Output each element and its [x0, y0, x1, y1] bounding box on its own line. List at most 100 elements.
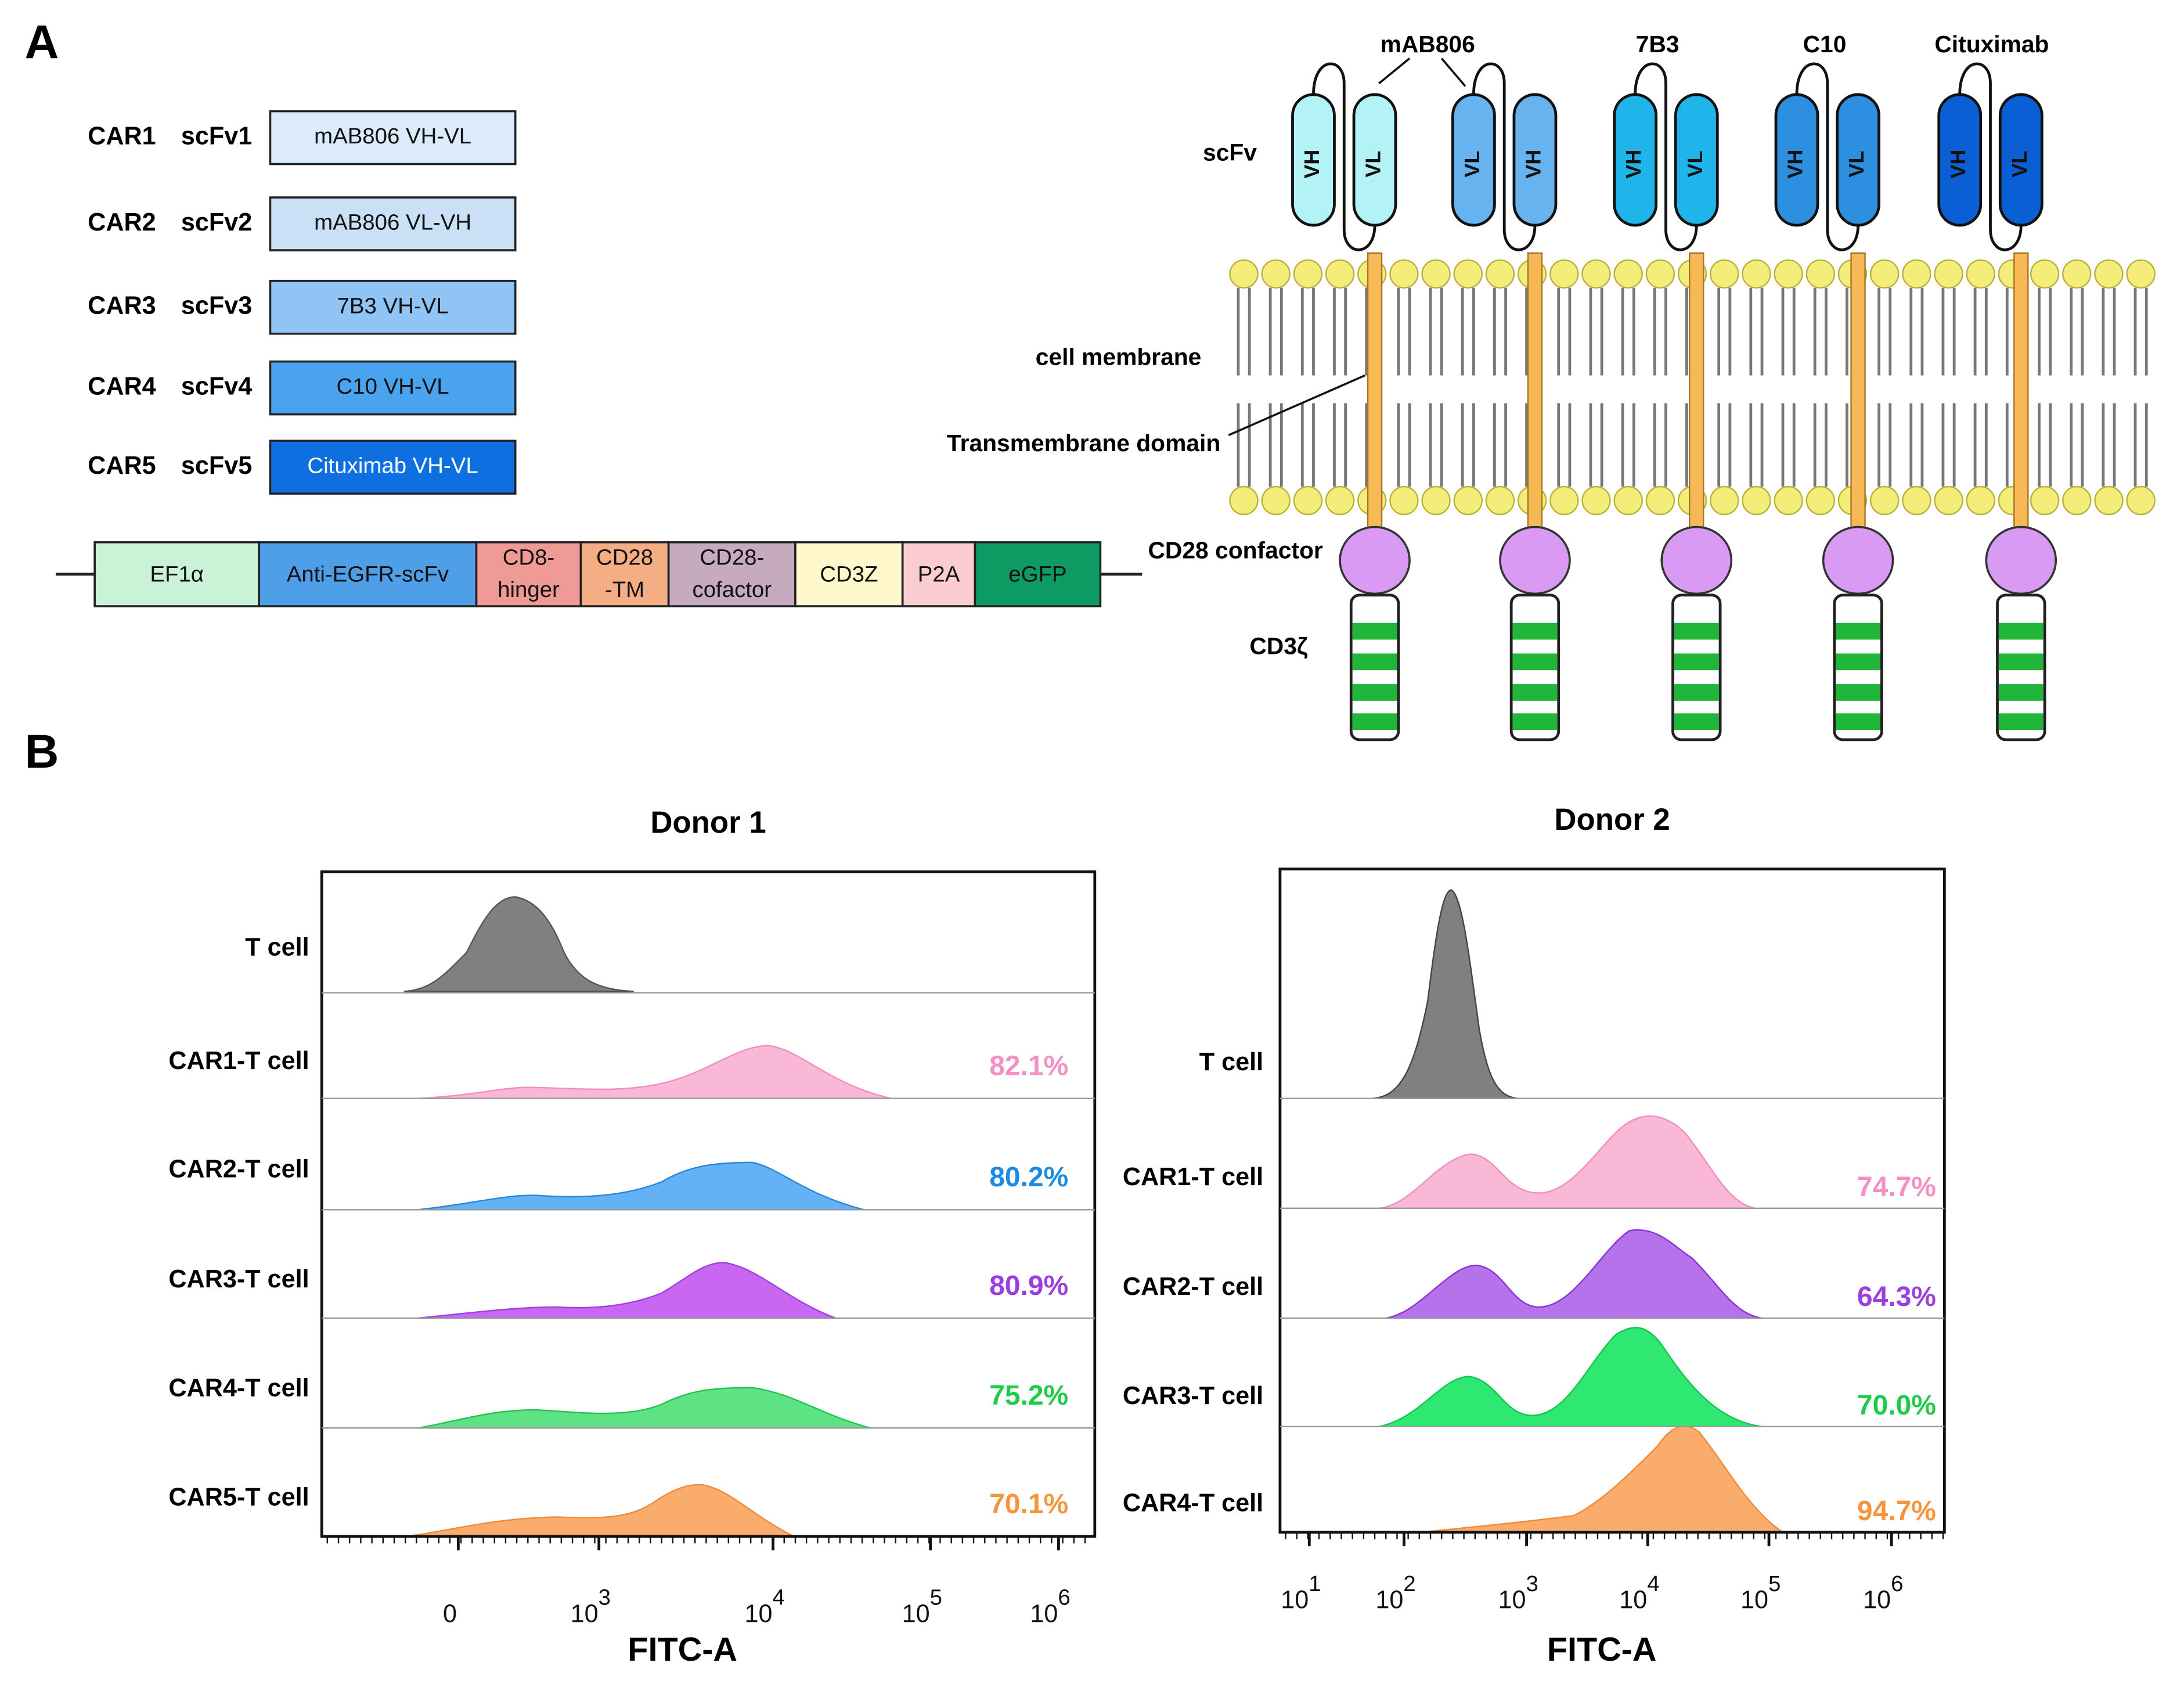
- itam-stripe: [1352, 713, 1397, 730]
- vector-segment: [258, 541, 478, 607]
- donor-title: Donor 1: [650, 805, 766, 840]
- domain-label: VL: [1683, 151, 1707, 178]
- lipid-head: [1549, 485, 1579, 516]
- vector-label: CD8-: [503, 545, 555, 570]
- lipid-head: [1325, 485, 1355, 516]
- lipid-head: [1869, 485, 1900, 516]
- cd28-label: CD28 confactor: [1148, 537, 1322, 563]
- domain-label: VL: [1460, 151, 1484, 178]
- construct-text: mAB806 VH-VL: [314, 124, 471, 149]
- vector-label: P2A: [918, 562, 960, 586]
- lipid-head: [2030, 485, 2060, 516]
- domain-label: VH: [1521, 150, 1545, 179]
- tick-exponent: 4: [773, 1585, 785, 1610]
- row-label: CAR1-T cell: [1123, 1163, 1263, 1191]
- percent-label: 64.3%: [1857, 1282, 1936, 1312]
- scfv-name: scFv2: [181, 208, 252, 236]
- percent-label: 94.7%: [1857, 1496, 1936, 1527]
- construct-box: [269, 440, 517, 495]
- histogram: [403, 1484, 795, 1538]
- transmembrane-domain: [1689, 252, 1704, 532]
- tick-label: 0: [443, 1600, 457, 1628]
- itam-stripe: [1836, 622, 1880, 640]
- itam-stripe: [1836, 653, 1880, 671]
- scfv-domain: [1451, 93, 1496, 227]
- scfv-domain: [1512, 93, 1558, 227]
- tick-exponent: 2: [1403, 1571, 1415, 1596]
- vector-segment: [974, 541, 1102, 607]
- tick-exponent: 5: [930, 1585, 942, 1610]
- tick-exponent: 3: [599, 1585, 611, 1610]
- scfv-domain: [1937, 93, 1983, 227]
- itam-stripe: [1512, 653, 1558, 671]
- tick-label: 103: [1498, 1571, 1538, 1614]
- lipid-head: [1389, 259, 1419, 289]
- lipid-head: [1934, 259, 1963, 289]
- percent-label: 70.1%: [989, 1489, 1068, 1520]
- car-name: CAR3: [88, 292, 156, 320]
- lipid-head: [1902, 485, 1931, 516]
- lipid-head: [1902, 259, 1931, 289]
- scfv-domain: [1352, 93, 1397, 227]
- tick-label: 105: [1740, 1571, 1781, 1614]
- domain-label: VL: [2008, 151, 2031, 178]
- row-label: T cell: [245, 934, 309, 962]
- lipid-head: [1261, 259, 1291, 289]
- lipid-head: [2094, 259, 2124, 289]
- percent-label: 80.2%: [989, 1162, 1068, 1193]
- tick-base: 10: [1863, 1586, 1891, 1614]
- lipid-head: [1421, 485, 1451, 516]
- x-axis-label: FITC-A: [1547, 1631, 1657, 1668]
- vector-label: CD3Z: [820, 562, 878, 586]
- tick-label: 101: [1281, 1571, 1321, 1614]
- row-label: CAR4-T cell: [1123, 1489, 1263, 1517]
- tick-base: 10: [1030, 1600, 1058, 1628]
- lipid-head: [1742, 485, 1771, 516]
- lipid-head: [1581, 259, 1611, 289]
- x-axis-label: FITC-A: [628, 1631, 737, 1668]
- histogram: [1379, 1115, 1756, 1210]
- cd3z-label: CD3ζ: [1249, 633, 1308, 660]
- construct-box: [269, 279, 517, 335]
- percent-label: 74.7%: [1857, 1172, 1936, 1203]
- plot-frame: [1278, 868, 1946, 1534]
- itam-stripe: [1836, 684, 1880, 701]
- histogram: [417, 1387, 871, 1429]
- linker: [1795, 62, 1859, 251]
- itam-stripe: [1998, 653, 2044, 671]
- lipid-head: [1934, 485, 1963, 516]
- scfv-label: scFv: [1203, 139, 1257, 166]
- domain-label: VH: [1300, 150, 1324, 179]
- vector-label: cofactor: [693, 577, 772, 602]
- histogram: [1372, 889, 1519, 1099]
- histograms: [403, 889, 1785, 1538]
- tick-exponent: 5: [1768, 1571, 1781, 1596]
- transmembrane-domain: [1527, 252, 1543, 532]
- scfv-domain: [1674, 93, 1719, 227]
- panel-label: B: [25, 725, 59, 778]
- linker: [1312, 62, 1376, 251]
- donor-title: Donor 2: [1554, 802, 1670, 837]
- percent-label: 80.9%: [989, 1271, 1068, 1301]
- vector-label: CD28-: [700, 545, 764, 570]
- scfv-name: scFv5: [181, 452, 252, 480]
- row-label: CAR2-T cell: [168, 1156, 309, 1183]
- lipid-head: [1774, 259, 1803, 289]
- itam-stripe: [1998, 684, 2044, 701]
- plot-frame: [320, 870, 1097, 1538]
- itam-stripe: [1512, 684, 1558, 701]
- lipid-head: [1229, 485, 1259, 516]
- domain-label: VH: [1946, 150, 1970, 179]
- pointer: [1378, 57, 1411, 85]
- tick-base: 10: [1740, 1586, 1768, 1614]
- lipid-head: [2126, 259, 2156, 289]
- tick-label: 105: [902, 1585, 942, 1628]
- tick-label: 104: [1619, 1571, 1659, 1614]
- itam-stripe: [1674, 622, 1719, 640]
- antibody-label: 7B3: [1636, 31, 1680, 57]
- construct-box: [269, 360, 517, 416]
- linker: [1958, 62, 2023, 251]
- vector-segment: [579, 541, 670, 607]
- lipid-head: [2062, 259, 2092, 289]
